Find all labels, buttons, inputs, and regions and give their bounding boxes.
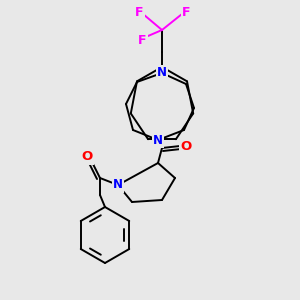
Text: N: N <box>157 67 167 80</box>
Text: F: F <box>182 5 190 19</box>
Text: N: N <box>153 134 163 146</box>
Text: F: F <box>138 34 146 46</box>
Text: F: F <box>135 5 143 19</box>
Text: O: O <box>180 140 192 154</box>
Text: O: O <box>81 151 93 164</box>
Text: N: N <box>113 178 123 191</box>
